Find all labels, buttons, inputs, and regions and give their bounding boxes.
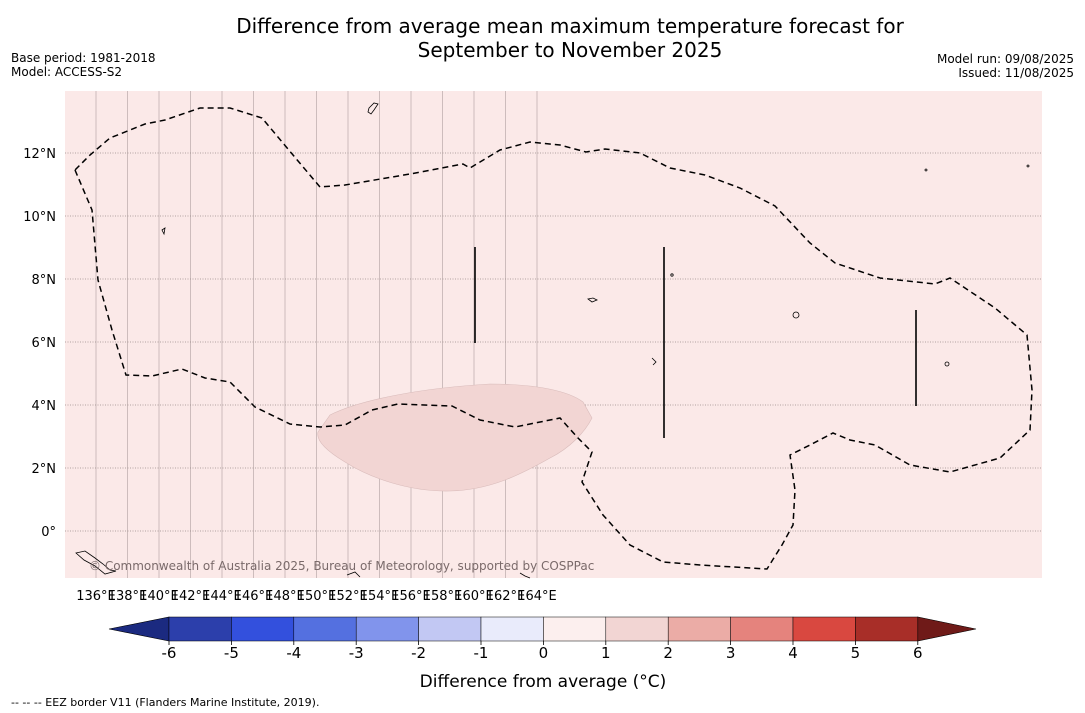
colorbar-tick-label: 4 [788, 644, 798, 662]
colorbar-tick-label: 6 [913, 644, 923, 662]
longitude-tick-label: 158°E [423, 589, 463, 604]
latitude-tick-label: 2°N [32, 462, 57, 477]
title-line-2: September to November 2025 [417, 38, 723, 62]
colorbar [108, 616, 977, 642]
latitude-tick-label: 6°N [32, 336, 57, 351]
longitude-tick-label: 150°E [297, 589, 337, 604]
longitude-labels: 136°E138°E140°E142°E144°E146°E148°E150°E… [76, 589, 557, 604]
longitude-tick-label: 140°E [139, 589, 179, 604]
colorbar-segment [667, 616, 731, 642]
colorbar-tick-label: -3 [349, 644, 364, 662]
colorbar-segment [418, 616, 482, 642]
issued-date: Issued: 11/08/2025 [958, 66, 1074, 80]
colorbar-segment [855, 616, 919, 642]
meta-right: Model run: 09/08/2025 Issued: 11/08/2025 [937, 52, 1074, 80]
longitude-tick-label: 142°E [171, 589, 211, 604]
latitude-tick-label: 0° [41, 525, 56, 540]
title-line-1: Difference from average mean maximum tem… [236, 14, 904, 38]
anomaly-region-1-to-2 [317, 383, 593, 492]
longitude-tick-label: 148°E [265, 589, 305, 604]
colorbar-tick-label: 5 [851, 644, 861, 662]
base-period: Base period: 1981-2018 [11, 51, 156, 65]
colorbar-tick-label: -1 [474, 644, 489, 662]
eez-border [74, 107, 1033, 570]
model-name: Model: ACCESS-S2 [11, 65, 123, 79]
map-gridlines [65, 91, 1042, 578]
longitude-tick-label: 152°E [328, 589, 368, 604]
eez-legend-note: -- -- -- EEZ border V11 (Flanders Marine… [11, 696, 320, 709]
colorbar-tick-label: -4 [286, 644, 301, 662]
latitude-tick-label: 10°N [23, 210, 56, 225]
colorbar-segment [293, 616, 357, 642]
latitude-tick-label: 8°N [32, 273, 57, 288]
colorbar-segment [730, 616, 794, 642]
colorbar-extend-high [917, 616, 977, 642]
colorbar-extend-low [108, 616, 170, 642]
longitude-tick-label: 154°E [360, 589, 400, 604]
colorbar-title: Difference from average (°C) [420, 672, 667, 692]
longitude-tick-label: 144°E [202, 589, 242, 604]
colorbar-tick-label: 1 [601, 644, 611, 662]
longitude-tick-label: 146°E [234, 589, 274, 604]
islands [75, 102, 1030, 579]
latitude-tick-label: 4°N [32, 399, 57, 414]
colorbar-segment [543, 616, 607, 642]
colorbar-tick-label: 0 [539, 644, 549, 662]
longitude-tick-label: 136°E [76, 589, 116, 604]
colorbar-segment [480, 616, 544, 642]
model-run: Model run: 09/08/2025 [936, 52, 1074, 66]
colorbar-labels: -6 -5 -4 -3 -2 -1 0 1 2 3 4 5 6 [162, 641, 923, 662]
map-title: Difference from average mean maximum tem… [0, 14, 1085, 62]
longitude-tick-label: 162°E [486, 589, 526, 604]
colorbar-segment [231, 616, 295, 642]
colorbar-tick-label: -2 [411, 644, 426, 662]
longitude-tick-label: 156°E [391, 589, 431, 604]
map-background [65, 91, 1042, 578]
colorbar-segment [605, 616, 669, 642]
colorbar-tick-label: 3 [726, 644, 736, 662]
meta-left: Base period: 1981-2018 Model: ACCESS-S2 [11, 51, 156, 79]
latitude-labels: 12°N 10°N 8°N 6°N 4°N 2°N 0° [23, 147, 56, 540]
colorbar-segment [792, 616, 856, 642]
latitude-tick-label: 12°N [23, 147, 56, 162]
colorbar-tick-label: 2 [663, 644, 673, 662]
longitude-tick-label: 164°E [517, 589, 557, 604]
colorbar-segment [355, 616, 419, 642]
colorbar-segment [168, 616, 232, 642]
colorbar-tick-label: -5 [224, 644, 239, 662]
longitude-tick-label: 138°E [108, 589, 148, 604]
copyright-text: © Commonwealth of Australia 2025, Bureau… [89, 559, 594, 573]
longitude-tick-label: 160°E [454, 589, 494, 604]
colorbar-tick-label: -6 [162, 644, 177, 662]
